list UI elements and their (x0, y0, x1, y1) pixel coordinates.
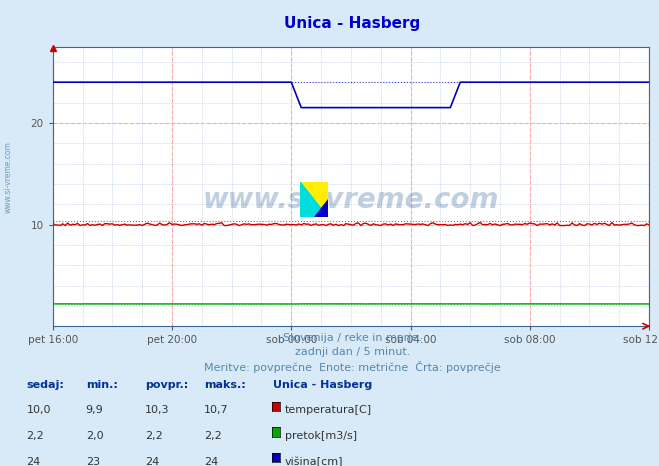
Text: Meritve: povprečne  Enote: metrične  Črta: povprečje: Meritve: povprečne Enote: metrične Črta:… (204, 361, 501, 373)
Text: www.si-vreme.com: www.si-vreme.com (4, 141, 13, 213)
Text: 2,0: 2,0 (86, 431, 103, 441)
Text: 10,3: 10,3 (145, 405, 169, 415)
Text: maks.:: maks.: (204, 380, 246, 390)
Text: 10,0: 10,0 (26, 405, 51, 415)
Text: 24: 24 (204, 457, 219, 466)
Text: Unica - Hasberg: Unica - Hasberg (285, 16, 420, 31)
Polygon shape (300, 182, 328, 217)
Text: zadnji dan / 5 minut.: zadnji dan / 5 minut. (295, 347, 411, 357)
Text: 24: 24 (26, 457, 41, 466)
Text: 2,2: 2,2 (26, 431, 44, 441)
Text: Unica - Hasberg: Unica - Hasberg (273, 380, 373, 390)
Text: 2,2: 2,2 (204, 431, 222, 441)
Text: 2,2: 2,2 (145, 431, 163, 441)
Text: pretok[m3/s]: pretok[m3/s] (285, 431, 357, 441)
Text: sedaj:: sedaj: (26, 380, 64, 390)
Polygon shape (300, 182, 328, 217)
Text: višina[cm]: višina[cm] (285, 457, 343, 466)
Text: 24: 24 (145, 457, 159, 466)
Text: 9,9: 9,9 (86, 405, 103, 415)
Polygon shape (314, 199, 328, 217)
Text: www.si-vreme.com: www.si-vreme.com (203, 186, 499, 214)
Text: Slovenija / reke in morje.: Slovenija / reke in morje. (283, 333, 422, 343)
Text: 10,7: 10,7 (204, 405, 229, 415)
Text: min.:: min.: (86, 380, 117, 390)
Text: povpr.:: povpr.: (145, 380, 188, 390)
Text: 23: 23 (86, 457, 100, 466)
Text: temperatura[C]: temperatura[C] (285, 405, 372, 415)
